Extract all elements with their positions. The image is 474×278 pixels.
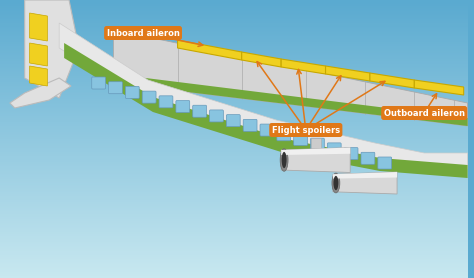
Polygon shape: [414, 80, 464, 95]
Ellipse shape: [280, 149, 288, 171]
FancyBboxPatch shape: [277, 129, 291, 141]
FancyBboxPatch shape: [378, 157, 392, 169]
Text: Outboard aileron: Outboard aileron: [383, 108, 465, 118]
Polygon shape: [113, 74, 467, 126]
Polygon shape: [113, 30, 467, 126]
Text: Flight spoilers: Flight spoilers: [272, 125, 340, 135]
Polygon shape: [281, 59, 326, 74]
FancyBboxPatch shape: [294, 133, 308, 145]
Polygon shape: [242, 52, 281, 67]
FancyBboxPatch shape: [344, 148, 358, 160]
Polygon shape: [281, 148, 350, 155]
Text: Inboard aileron: Inboard aileron: [107, 29, 180, 38]
Polygon shape: [370, 73, 414, 88]
FancyBboxPatch shape: [210, 110, 223, 122]
FancyBboxPatch shape: [193, 105, 207, 117]
Ellipse shape: [332, 173, 340, 193]
Polygon shape: [10, 78, 71, 108]
Polygon shape: [59, 23, 467, 173]
FancyBboxPatch shape: [109, 82, 122, 94]
FancyBboxPatch shape: [260, 124, 274, 136]
Polygon shape: [333, 172, 397, 178]
FancyBboxPatch shape: [126, 86, 139, 98]
Polygon shape: [326, 66, 370, 81]
Polygon shape: [29, 66, 47, 86]
Ellipse shape: [282, 152, 287, 168]
FancyBboxPatch shape: [159, 96, 173, 108]
FancyBboxPatch shape: [243, 119, 257, 131]
Ellipse shape: [333, 176, 338, 190]
Polygon shape: [311, 138, 320, 158]
FancyBboxPatch shape: [92, 77, 106, 89]
Polygon shape: [29, 43, 47, 66]
FancyBboxPatch shape: [227, 115, 240, 127]
FancyBboxPatch shape: [176, 101, 190, 113]
Polygon shape: [281, 148, 350, 173]
FancyBboxPatch shape: [328, 143, 341, 155]
FancyBboxPatch shape: [361, 152, 375, 164]
FancyBboxPatch shape: [142, 91, 156, 103]
Polygon shape: [25, 0, 79, 98]
Polygon shape: [29, 13, 47, 41]
FancyBboxPatch shape: [310, 138, 324, 150]
Polygon shape: [178, 40, 242, 60]
Polygon shape: [64, 43, 467, 178]
Polygon shape: [333, 172, 397, 194]
